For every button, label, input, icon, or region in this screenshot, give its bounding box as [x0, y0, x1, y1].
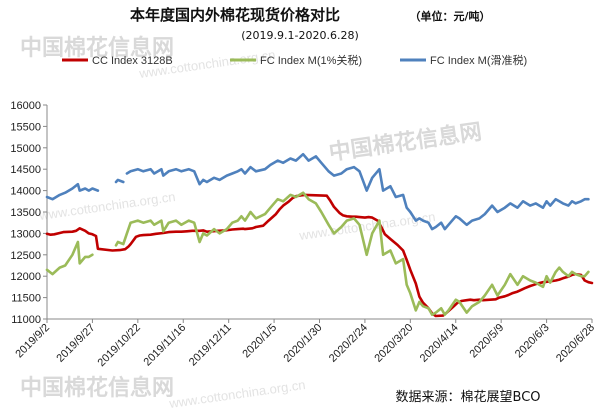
series-line [45, 191, 590, 316]
legend-label: FC Index M(1%关税) [260, 53, 362, 67]
y-tick-label: 14000 [10, 186, 41, 198]
unit-label: （单位：元/吨） [409, 9, 490, 23]
x-tick-label: 2020/4/14 [418, 322, 461, 365]
x-tick-label: 2019/9/2 [13, 322, 52, 361]
watermark-site: www.cottonchina.org.cn [37, 189, 176, 223]
x-tick-label: 2019/12/11 [187, 322, 234, 369]
watermark-site: www.cottonchina.org.cn [167, 377, 306, 411]
y-tick-label: 13000 [10, 228, 41, 240]
series-line [45, 152, 590, 231]
legend-label: CC Index 3128B [92, 55, 173, 67]
x-tick-label: 2020/1/5 [240, 322, 279, 361]
x-tick-label: 2020/1/30 [282, 322, 325, 365]
chart-title: 本年度国内外棉花现货价格对比 [130, 6, 340, 24]
y-tick-label: 15500 [10, 121, 41, 133]
series-3 [45, 152, 590, 231]
legend: CC Index 3128B FC Index M(1%关税) FC Index M… [62, 53, 527, 67]
watermark-brand: 中国棉花信息网 [327, 119, 483, 166]
chart-subtitle: (2019.9.1-2020.6.28) [241, 29, 359, 42]
x-tick-label: 2019/11/16 [142, 322, 189, 369]
watermark-site: www.cottonchina.org.cn [297, 209, 436, 243]
watermark-brand: 中国棉花信息网 [20, 375, 174, 401]
y-tick-label: 11500 [11, 293, 41, 305]
x-tick-label: 2020/2/24 [327, 322, 370, 365]
series-2 [45, 191, 590, 316]
x-tick-label: 2019/10/22 [96, 322, 143, 369]
watermark-brand: 中国棉花信息网 [20, 35, 174, 61]
y-tick-label: 15000 [10, 143, 41, 155]
legend-label: FC Index M(滑准税) [430, 53, 527, 67]
series-1 [45, 193, 594, 318]
x-tick-label: 2020/6/28 [554, 322, 597, 365]
y-tick-label: 16000 [10, 100, 41, 112]
y-tick-label: 12500 [10, 250, 41, 262]
x-tick-label: 2020/3/20 [372, 322, 415, 365]
series-layer [45, 152, 594, 318]
y-tick-label: 14500 [10, 164, 41, 176]
x-tick-label: 2020/6/3 [513, 322, 552, 361]
x-tick-label: 2020/5/9 [468, 322, 507, 361]
y-tick-label: 12000 [10, 271, 41, 283]
y-tick-label: 13500 [10, 207, 41, 219]
x-tick-label: 2019/9/27 [54, 322, 97, 365]
series-line [45, 193, 594, 318]
data-source: 数据来源：棉花展望BCO [396, 389, 541, 405]
y-tick-label: 11000 [11, 314, 41, 326]
